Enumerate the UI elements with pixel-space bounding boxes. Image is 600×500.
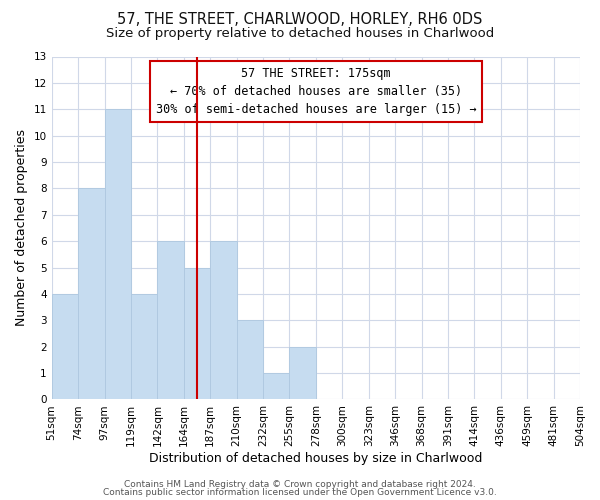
Text: Contains public sector information licensed under the Open Government Licence v3: Contains public sector information licen… xyxy=(103,488,497,497)
Bar xyxy=(131,294,157,400)
Bar xyxy=(210,241,236,400)
Text: 57, THE STREET, CHARLWOOD, HORLEY, RH6 0DS: 57, THE STREET, CHARLWOOD, HORLEY, RH6 0… xyxy=(118,12,482,28)
Bar xyxy=(157,241,184,400)
Text: Size of property relative to detached houses in Charlwood: Size of property relative to detached ho… xyxy=(106,28,494,40)
X-axis label: Distribution of detached houses by size in Charlwood: Distribution of detached houses by size … xyxy=(149,452,482,465)
Bar xyxy=(104,110,131,400)
Bar xyxy=(289,346,316,400)
Bar xyxy=(236,320,263,400)
Text: 57 THE STREET: 175sqm
← 70% of detached houses are smaller (35)
30% of semi-deta: 57 THE STREET: 175sqm ← 70% of detached … xyxy=(155,67,476,116)
Bar xyxy=(184,268,210,400)
Bar xyxy=(52,294,78,400)
Y-axis label: Number of detached properties: Number of detached properties xyxy=(15,130,28,326)
Bar xyxy=(263,373,289,400)
Text: Contains HM Land Registry data © Crown copyright and database right 2024.: Contains HM Land Registry data © Crown c… xyxy=(124,480,476,489)
Bar xyxy=(78,188,104,400)
